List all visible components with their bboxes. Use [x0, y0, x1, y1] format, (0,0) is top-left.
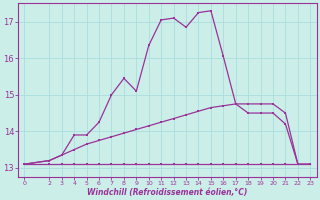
X-axis label: Windchill (Refroidissement éolien,°C): Windchill (Refroidissement éolien,°C) [87, 188, 248, 197]
